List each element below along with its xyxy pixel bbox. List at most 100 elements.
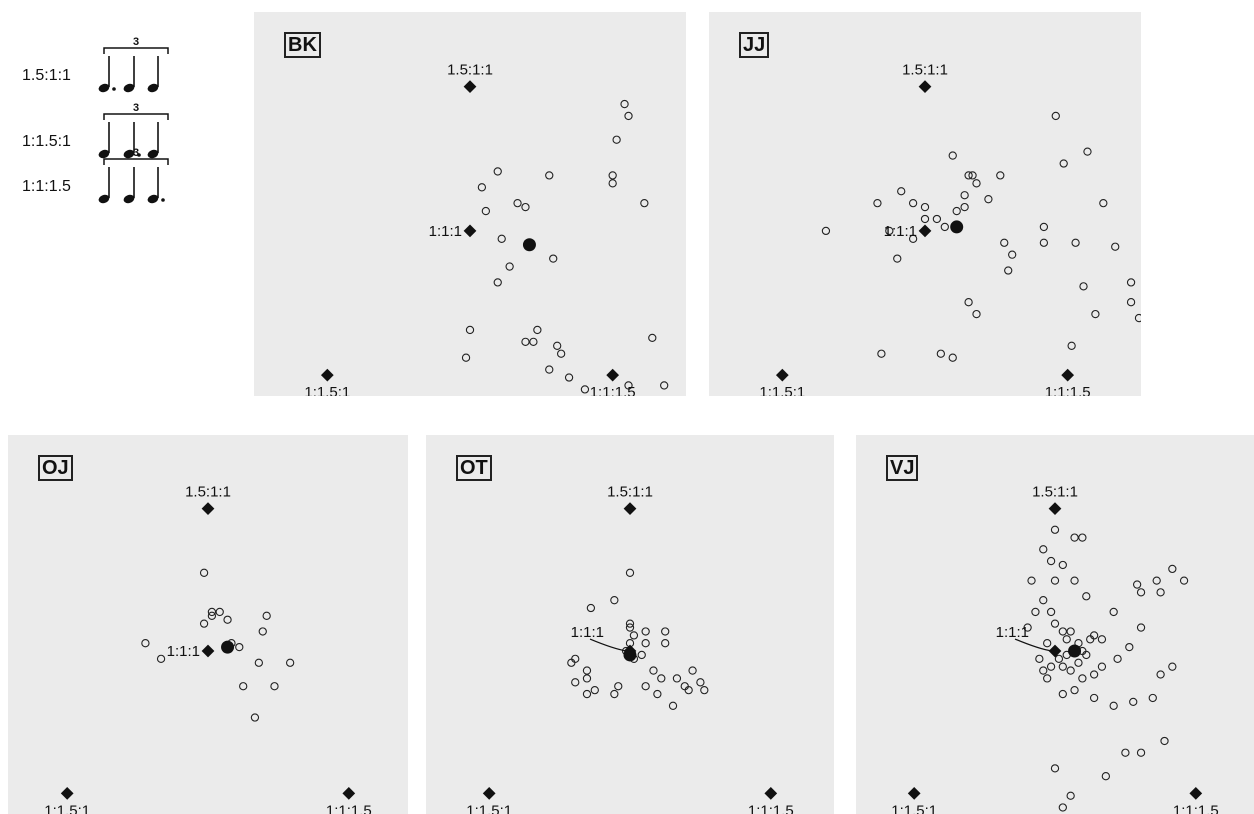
note-head <box>123 194 135 204</box>
response-point <box>254 658 263 667</box>
response-point <box>649 666 658 675</box>
note-head <box>123 149 135 159</box>
response-point <box>1046 662 1056 671</box>
response-point <box>556 349 566 358</box>
response-point <box>141 639 150 648</box>
reference-label: 1:1.5:1 <box>44 802 90 814</box>
reference-label: 1:1:1.5 <box>748 802 794 814</box>
response-point <box>668 701 678 710</box>
response-point <box>1054 654 1064 664</box>
response-point <box>648 333 657 343</box>
response-point <box>1148 693 1157 703</box>
reference-label: 1.5:1:1 <box>902 62 948 79</box>
reference-marker <box>342 787 356 800</box>
response-point <box>1097 635 1107 644</box>
response-point <box>481 206 491 216</box>
panel-id-label: BK <box>284 32 321 58</box>
response-point <box>1058 560 1067 570</box>
response-point <box>1035 654 1044 664</box>
response-point <box>614 682 623 691</box>
response-point <box>497 234 506 243</box>
response-point <box>1160 736 1169 746</box>
response-point <box>1050 764 1060 773</box>
response-point <box>700 685 709 695</box>
note-dot <box>112 87 116 91</box>
response-point <box>1058 662 1067 671</box>
response-point <box>920 202 930 212</box>
response-point <box>1058 803 1067 812</box>
tuplet-number: 3 <box>133 36 139 48</box>
response-point <box>932 214 942 224</box>
response-point <box>1039 596 1048 605</box>
response-point <box>948 353 957 362</box>
response-point <box>1067 341 1076 350</box>
note-head <box>98 149 110 159</box>
response-point <box>207 611 217 620</box>
reference-label: 1:1:1 <box>996 624 1029 641</box>
panel-id-label: OT <box>456 455 492 481</box>
response-point <box>1039 238 1049 247</box>
reference-label: 1:1:1.5 <box>1173 802 1219 814</box>
response-point <box>610 689 619 699</box>
response-point <box>1031 607 1040 617</box>
response-point <box>586 603 596 613</box>
reference-leader-line <box>1014 638 1053 652</box>
response-point <box>1168 662 1177 671</box>
response-point <box>625 568 635 577</box>
response-point <box>1129 697 1138 707</box>
response-point <box>1101 772 1110 781</box>
panel-bk: 1.5:1:1 1:1:1 1:1.5:1 1:1:1.5 BK <box>254 12 686 396</box>
response-point <box>1136 623 1146 632</box>
scatter-plot-vj: 1.5:1:1 1:1:1 1:1.5:1 1:1:1.5 <box>891 484 1219 814</box>
response-point <box>564 373 574 382</box>
response-point <box>533 325 542 335</box>
reference-label: 1:1:1.5 <box>326 802 372 814</box>
reference-marker <box>623 502 637 516</box>
response-point <box>571 678 580 687</box>
response-point <box>1082 592 1091 601</box>
response-point <box>1050 576 1060 585</box>
response-point <box>960 191 969 200</box>
response-point <box>582 674 592 683</box>
rhythm-notation: 3 3 3 <box>98 36 169 204</box>
response-point <box>1089 670 1099 679</box>
response-point <box>235 642 244 652</box>
panel-vj: 1.5:1:1 1:1:1 1:1.5:1 1:1:1.5 VJ <box>856 435 1254 814</box>
response-point <box>625 619 635 628</box>
response-point <box>1156 670 1165 679</box>
rhythm-row-2: 3 <box>98 102 169 159</box>
response-point <box>1089 693 1099 703</box>
response-point <box>952 206 961 216</box>
panel-oj: 1.5:1:1 1:1:1 1:1.5:1 1:1:1.5 OJ <box>8 435 408 814</box>
response-point <box>1043 674 1052 683</box>
response-point <box>1078 674 1087 683</box>
note-dot <box>161 198 165 202</box>
response-point <box>608 171 617 180</box>
response-point <box>250 713 260 722</box>
tuplet-bracket <box>103 158 169 165</box>
response-point <box>1113 654 1122 664</box>
panel-jj: 1.5:1:1 1:1:1 1:1.5:1 1:1:1.5 JJ <box>709 12 1141 396</box>
mean-point <box>1068 644 1082 658</box>
reference-marker <box>201 644 215 658</box>
response-point <box>641 627 650 636</box>
response-point <box>1109 701 1118 710</box>
response-point <box>653 689 662 699</box>
response-point <box>948 151 957 160</box>
note-head <box>123 83 135 93</box>
reference-label: 1:1.5:1 <box>759 384 805 396</box>
response-point <box>1000 238 1009 247</box>
reference-label: 1:1:1.5 <box>1045 384 1091 396</box>
response-point <box>972 309 981 319</box>
response-point <box>672 674 682 683</box>
response-point <box>582 689 592 699</box>
response-point <box>1070 685 1079 695</box>
response-point <box>1082 650 1091 660</box>
response-point <box>1058 627 1067 636</box>
note-dot <box>137 153 141 157</box>
panel-id-label: JJ <box>739 32 770 58</box>
response-point <box>521 337 530 346</box>
response-point <box>1091 309 1100 319</box>
response-point <box>1046 556 1056 566</box>
reference-marker <box>482 787 496 800</box>
